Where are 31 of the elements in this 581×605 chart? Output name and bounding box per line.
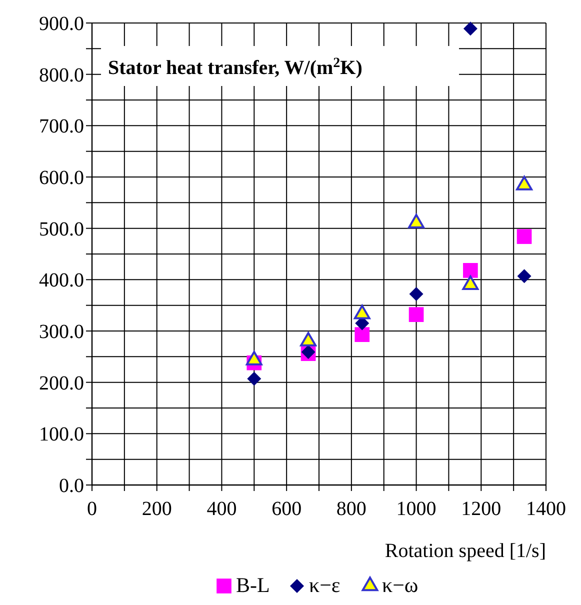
y-tick-label: 300.0	[39, 321, 84, 343]
point	[463, 263, 478, 278]
y-tick-label: 400.0	[39, 270, 84, 292]
point	[516, 229, 532, 244]
x-tick-label: 200	[142, 498, 172, 520]
x-tick-label: 1000	[396, 498, 436, 520]
y-tick-label: 100.0	[39, 424, 84, 446]
x-tick-label: 800	[336, 498, 366, 520]
point	[517, 269, 532, 284]
point	[409, 287, 424, 302]
y-tick-label: 200.0	[39, 372, 84, 394]
point	[463, 22, 478, 36]
x-axis-title: Rotation speed [1/s]	[384, 540, 546, 562]
text: Stator heat transfer, W/(m$^{2}$K)	[108, 56, 362, 79]
y-tick-label: 500.0	[39, 218, 84, 240]
x-tick-label: 600	[272, 498, 302, 520]
legend-label: B-L	[236, 573, 270, 597]
legend-label: κ−ε	[309, 573, 340, 597]
point	[408, 307, 424, 322]
point	[354, 327, 370, 342]
y-tick-label: 700.0	[39, 116, 84, 138]
legend-label: κ−ω	[382, 573, 418, 597]
y-tick-label: 0.0	[59, 475, 84, 497]
x-tick-label: 400	[206, 498, 237, 520]
y-tick-label: 900.0	[39, 13, 84, 35]
x-tick-label: 1400	[526, 498, 566, 520]
y-tick-label: 600.0	[39, 167, 84, 189]
x-tick-label: 1200	[461, 498, 502, 520]
y-tick-label: 800.0	[39, 64, 84, 86]
point	[247, 372, 262, 386]
x-tick-label: 0	[87, 498, 97, 520]
